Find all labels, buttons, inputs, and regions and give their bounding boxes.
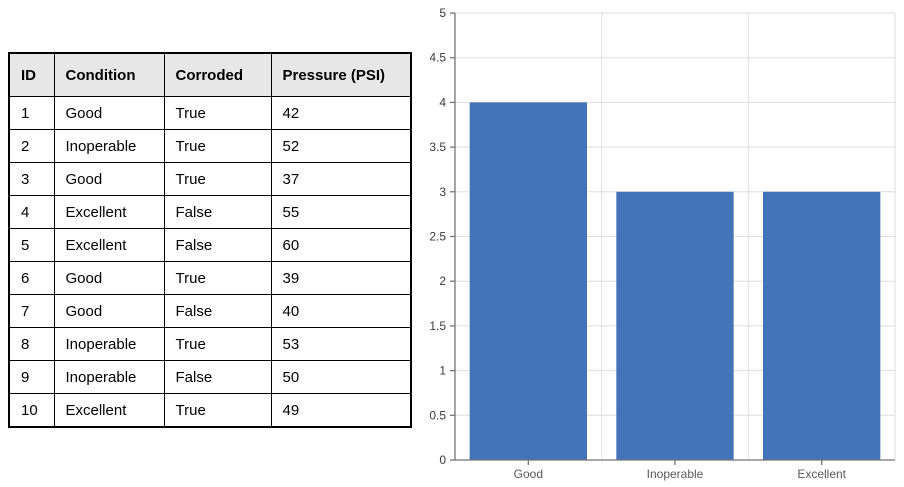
table-cell: True bbox=[163, 162, 272, 196]
bar-good bbox=[469, 102, 587, 461]
table-cell: 40 bbox=[270, 294, 412, 328]
table-cell: 50 bbox=[270, 360, 412, 394]
column-header: Corroded bbox=[163, 52, 272, 97]
table-cell: 49 bbox=[270, 393, 412, 428]
table-cell: False bbox=[163, 228, 272, 262]
table-cell: 10 bbox=[8, 393, 55, 428]
table-cell: Excellent bbox=[53, 393, 165, 428]
bar-inoperable bbox=[616, 191, 734, 461]
table-header-row: ID Condition Corroded Pressure (PSI) bbox=[8, 52, 412, 97]
x-category-label: Excellent bbox=[797, 467, 846, 481]
y-tick-label: 3 bbox=[439, 185, 446, 199]
table-cell: False bbox=[163, 294, 272, 328]
table-row: 4 Excellent False 55 bbox=[8, 195, 412, 229]
column-header: ID bbox=[8, 52, 55, 97]
table-row: 2 Inoperable True 52 bbox=[8, 129, 412, 163]
table-cell: 8 bbox=[8, 327, 55, 361]
table-cell: 4 bbox=[8, 195, 55, 229]
y-tick-label: 5 bbox=[439, 6, 446, 20]
table-cell: 5 bbox=[8, 228, 55, 262]
table-cell: 9 bbox=[8, 360, 55, 394]
bar-chart: 0 0.5 1 1.5 2 2.5 3 3.5 4 4.5 5 Good Inoperable Excel… bbox=[430, 6, 896, 481]
table-cell: 53 bbox=[270, 327, 412, 361]
table-cell: Inoperable bbox=[53, 129, 165, 163]
y-tick-label: 3.5 bbox=[430, 140, 446, 154]
table-cell: Inoperable bbox=[53, 360, 165, 394]
table-cell: True bbox=[163, 261, 272, 295]
table-cell: True bbox=[163, 393, 272, 428]
table-header: ID Condition Corroded Pressure (PSI) bbox=[8, 52, 412, 97]
table-cell: 52 bbox=[270, 129, 412, 163]
table-cell: True bbox=[163, 129, 272, 163]
table-row: 9 Inoperable False 50 bbox=[8, 360, 412, 394]
table-cell: 60 bbox=[270, 228, 412, 262]
y-tick-label: 1.5 bbox=[430, 319, 446, 333]
y-tick-label: 0 bbox=[439, 453, 446, 467]
bar-chart-container: 0 0.5 1 1.5 2 2.5 3 3.5 4 4.5 5 Good Inoperable Excel… bbox=[430, 0, 904, 487]
y-tick-label: 0.5 bbox=[430, 408, 446, 422]
table-cell: False bbox=[163, 195, 272, 229]
table-cell: Excellent bbox=[53, 195, 165, 229]
table-row: 1 Good True 42 bbox=[8, 96, 412, 130]
table-cell: 1 bbox=[8, 96, 55, 130]
table-body: 1 Good True 42 2 Inoperable True 52 3 Good True 37 4… bbox=[8, 96, 412, 428]
table-cell: 39 bbox=[270, 261, 412, 295]
table-cell: 3 bbox=[8, 162, 55, 196]
y-tick-label: 4 bbox=[439, 95, 446, 109]
table-row: 8 Inoperable True 53 bbox=[8, 327, 412, 361]
table-cell: Inoperable bbox=[53, 327, 165, 361]
table-cell: Good bbox=[53, 261, 165, 295]
table-cell: 42 bbox=[270, 96, 412, 130]
table-row: 6 Good True 39 bbox=[8, 261, 412, 295]
table-cell: False bbox=[163, 360, 272, 394]
table-cell: Good bbox=[53, 96, 165, 130]
y-tick-label: 2.5 bbox=[430, 230, 446, 244]
table-row: 10 Excellent True 49 bbox=[8, 393, 412, 428]
column-header: Condition bbox=[53, 52, 165, 97]
y-tick-label: 4.5 bbox=[430, 51, 446, 65]
inspection-table: ID Condition Corroded Pressure (PSI) 1 Good T… bbox=[8, 52, 412, 428]
table-cell: True bbox=[163, 96, 272, 130]
x-category-label: Inoperable bbox=[647, 467, 704, 481]
table-cell: Good bbox=[53, 162, 165, 196]
y-tick-label: 1 bbox=[439, 364, 446, 378]
column-header: Pressure (PSI) bbox=[270, 52, 412, 97]
table-cell: 37 bbox=[270, 162, 412, 196]
table-cell: Excellent bbox=[53, 228, 165, 262]
y-tick-label: 2 bbox=[439, 274, 446, 288]
table-cell: Good bbox=[53, 294, 165, 328]
table-cell: 2 bbox=[8, 129, 55, 163]
table-cell: True bbox=[163, 327, 272, 361]
table-row: 5 Excellent False 60 bbox=[8, 228, 412, 262]
inspection-table-container: ID Condition Corroded Pressure (PSI) 1 Good T… bbox=[8, 52, 412, 428]
table-row: 3 Good True 37 bbox=[8, 162, 412, 196]
x-category-label: Good bbox=[514, 467, 543, 481]
table-row: 7 Good False 40 bbox=[8, 294, 412, 328]
bar-excellent bbox=[763, 191, 881, 461]
table-cell: 7 bbox=[8, 294, 55, 328]
table-cell: 6 bbox=[8, 261, 55, 295]
table-cell: 55 bbox=[270, 195, 412, 229]
